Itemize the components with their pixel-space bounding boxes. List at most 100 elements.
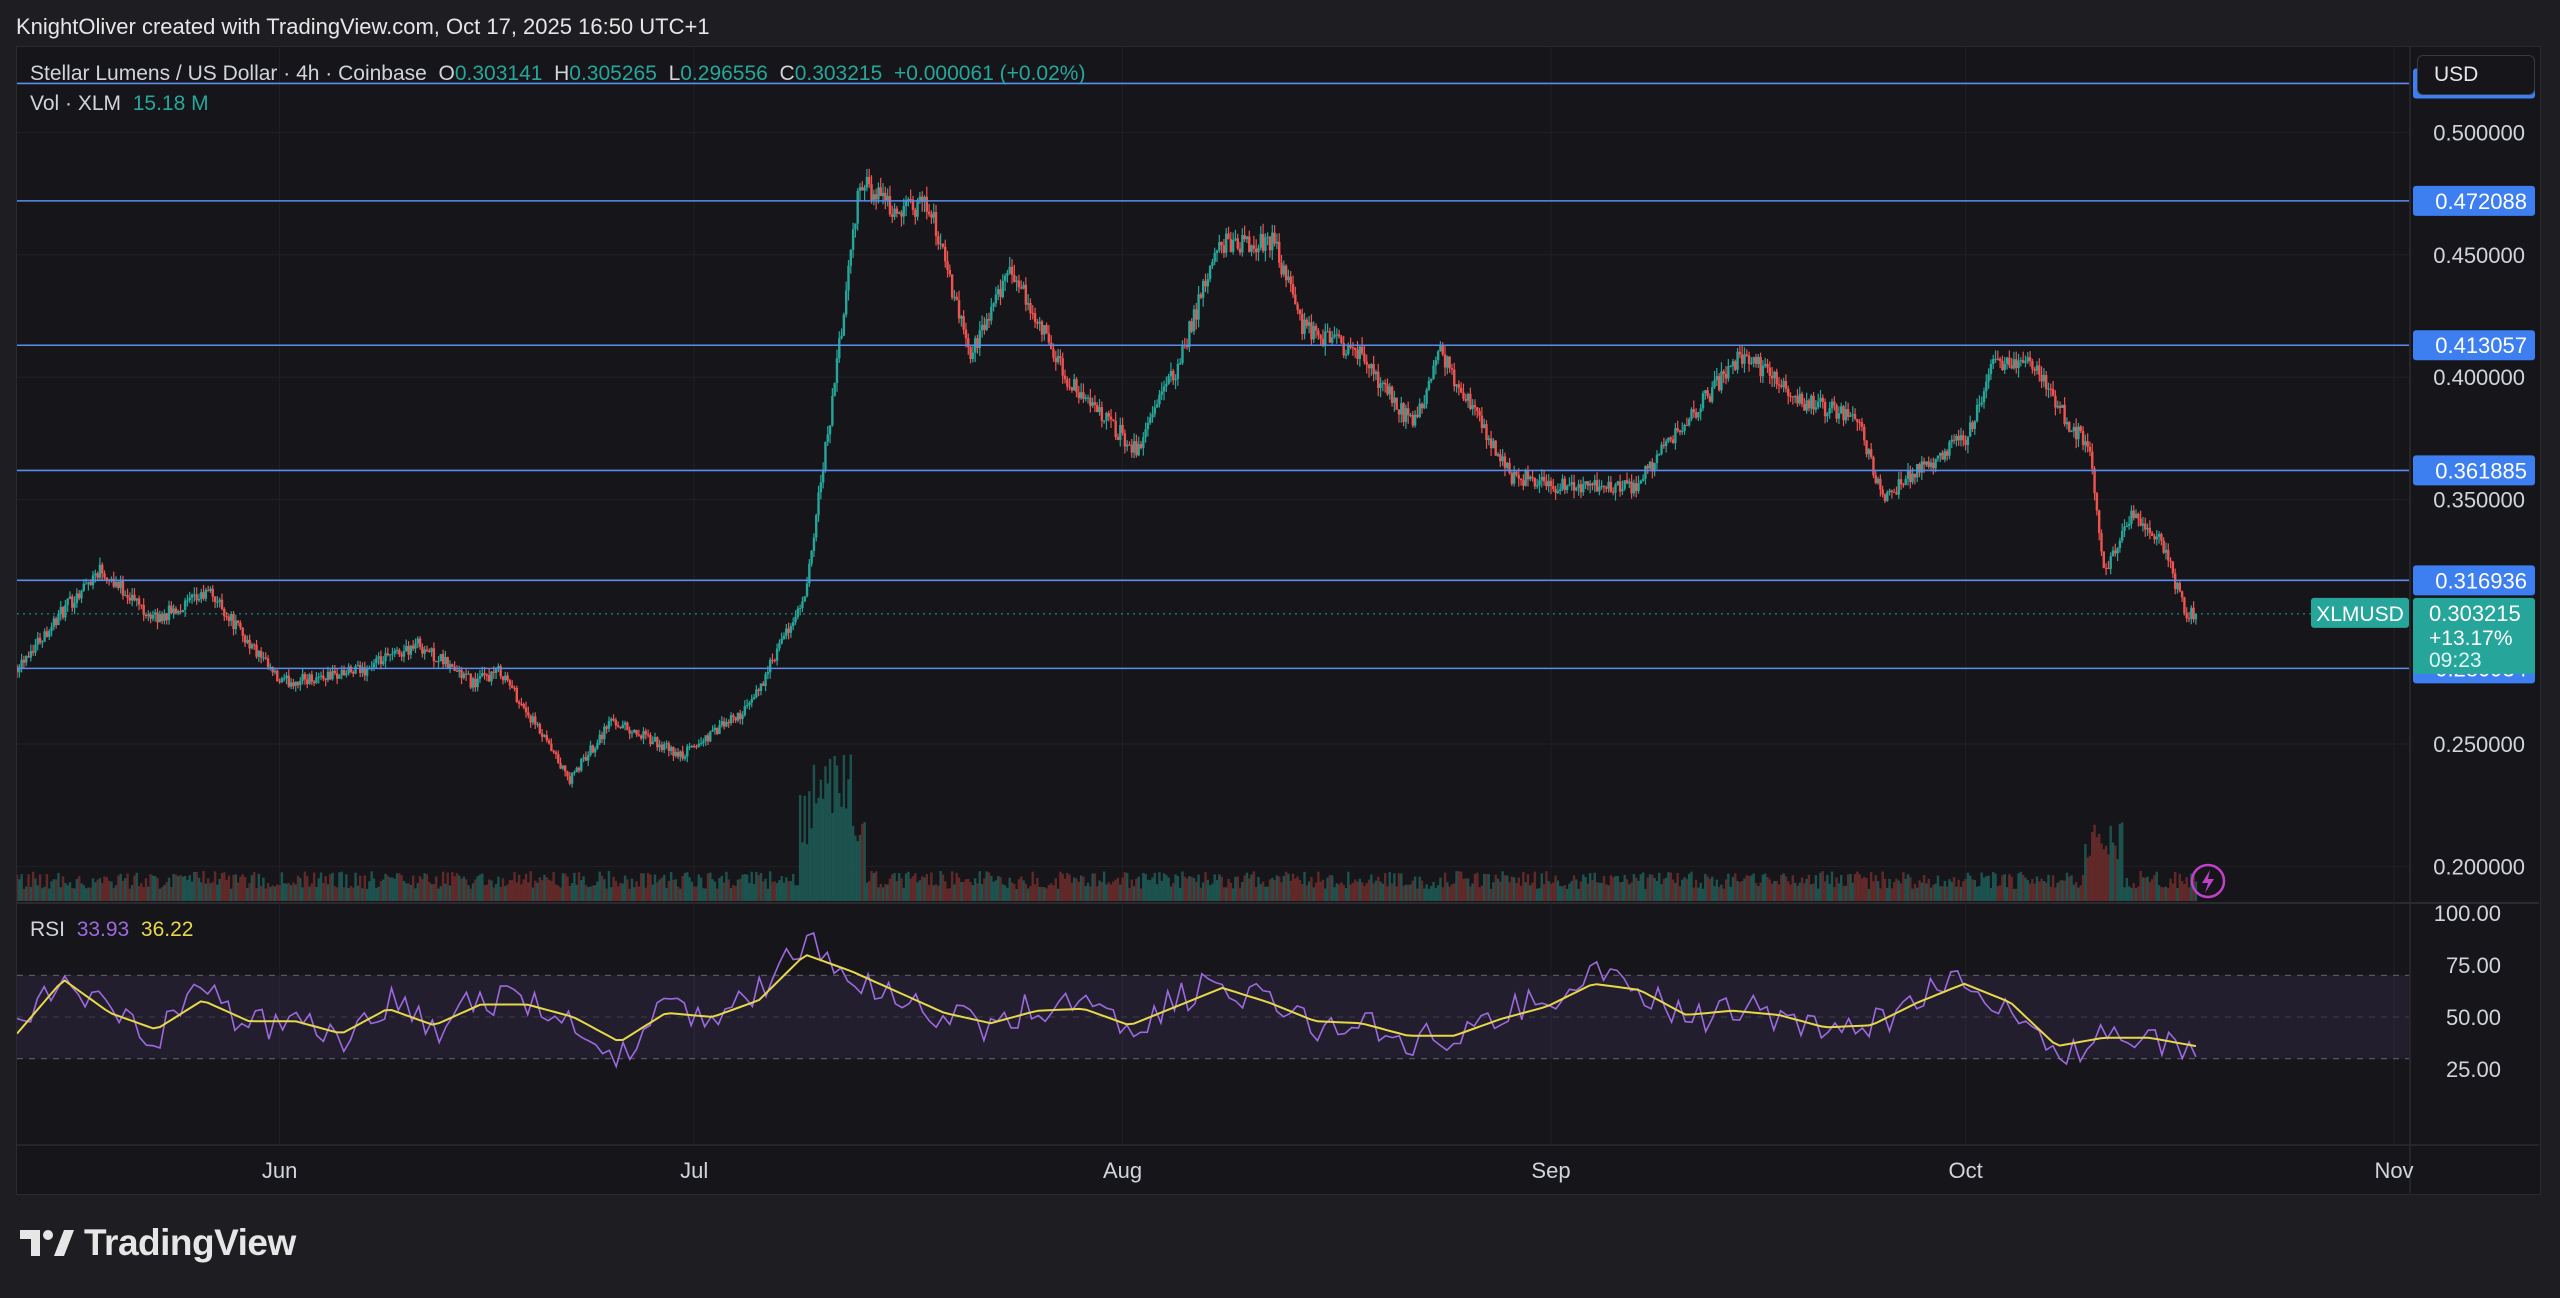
volume-bar: [1598, 882, 1601, 901]
candle-body: [319, 675, 323, 677]
candle-body: [1360, 346, 1364, 354]
volume-bar: [759, 872, 763, 901]
currency-button[interactable]: USD: [2417, 55, 2535, 95]
candle-body: [1860, 422, 1864, 427]
volume-bar: [329, 874, 332, 901]
volume-bar: [1724, 879, 1728, 901]
volume-bar: [1436, 885, 1440, 901]
candle-body: [1105, 412, 1108, 421]
candle-body: [1425, 389, 1428, 404]
candle-body: [1745, 354, 1748, 356]
volume-bar: [232, 874, 235, 901]
volume-bar: [1717, 886, 1721, 901]
candle-body: [1715, 376, 1719, 381]
candle-body: [603, 726, 606, 740]
volume-bar: [522, 879, 525, 901]
time-axis[interactable]: Jun Jul Aug Sep Oct Nov: [262, 1158, 2414, 1183]
candle-body: [649, 735, 652, 745]
volume-bar: [444, 883, 447, 901]
volume-bar: [1761, 874, 1765, 901]
candle-body: [1056, 356, 1060, 363]
candle-body: [257, 650, 261, 657]
tradingview-logo[interactable]: TradingView: [20, 1222, 296, 1264]
rsi-label[interactable]: RSI: [30, 918, 66, 941]
candle-body: [1261, 234, 1265, 251]
candle-body: [190, 594, 194, 598]
volume-bar: [605, 888, 608, 901]
volume-bar: [439, 886, 443, 901]
volume-bar: [639, 873, 643, 901]
volume-bar: [1132, 886, 1136, 901]
volume-bar: [333, 886, 337, 901]
volume-bar: [140, 883, 143, 901]
price-tick-label: 0.500000: [2433, 121, 2525, 146]
volume-bar: [2153, 875, 2156, 901]
candle-body: [2171, 561, 2175, 574]
candle-body: [2123, 526, 2126, 531]
candle-body: [1575, 487, 1578, 491]
volume-bar: [881, 887, 885, 901]
volume-bar: [2178, 873, 2181, 901]
volume-bar: [1552, 882, 1555, 901]
candle-body: [409, 645, 413, 655]
volume-bar: [1720, 884, 1723, 901]
candle-body: [628, 730, 631, 734]
candle-body: [865, 176, 869, 188]
candle-body: [722, 721, 726, 727]
volume-bar: [312, 872, 316, 901]
candle-body: [1973, 421, 1977, 429]
candle-body: [1397, 409, 1401, 415]
volume-bar: [294, 884, 297, 901]
volume-bar: [960, 882, 963, 901]
candle-body: [736, 712, 740, 721]
price-axis[interactable]: 0.5000000.4500000.4000000.3500000.250000…: [2433, 121, 2525, 880]
candle-body: [1411, 414, 1414, 426]
volume-bar: [1248, 878, 1251, 901]
close-value: 0.303215: [794, 62, 883, 85]
candle-body: [778, 643, 781, 649]
volume-bar: [2074, 882, 2078, 901]
candle-body: [540, 733, 544, 737]
candle-body: [930, 214, 933, 218]
candle-body: [494, 668, 498, 673]
volume-bar: [1501, 871, 1504, 901]
candle-body: [536, 723, 539, 725]
volume-label[interactable]: Vol · XLM: [30, 92, 122, 115]
volume-bar: [2123, 887, 2126, 901]
chart-canvas[interactable]: 0.5000000.4500000.4000000.3500000.250000…: [17, 47, 2540, 1194]
candle-body: [1653, 463, 1656, 472]
candle-body: [1955, 435, 1958, 441]
candle-body: [1648, 461, 1652, 469]
volume-bar: [1876, 881, 1880, 901]
volume-bar: [653, 874, 657, 901]
volume-bar: [220, 873, 224, 901]
alert-lightning-icon[interactable]: [2190, 863, 2226, 899]
candle-body: [1927, 461, 1930, 468]
chart-frame[interactable]: 0.500000 0.450000 0.400000 0.350000 0.250000…: [16, 46, 2541, 1195]
candle-body: [916, 201, 919, 217]
candle-body: [1298, 309, 1302, 315]
volume-bar: [2160, 887, 2163, 901]
volume-bar: [1153, 872, 1157, 901]
volume-bar: [826, 783, 829, 901]
candle-body: [2074, 427, 2078, 440]
candle-body: [787, 628, 790, 633]
volume-bar: [679, 888, 682, 901]
volume-bar: [1386, 886, 1389, 901]
candle-body: [573, 772, 576, 774]
candle-body: [1598, 486, 1601, 492]
volume-bar: [1250, 874, 1253, 901]
symbol-title[interactable]: Stellar Lumens / US Dollar · 4h · Coinba…: [30, 62, 427, 85]
candle-body: [1409, 414, 1412, 416]
volume-bar: [2157, 885, 2161, 901]
candle-body: [464, 673, 468, 675]
candle-body: [250, 644, 254, 649]
level-price-tag: [2413, 565, 2535, 596]
volume-bar: [1874, 875, 1877, 901]
volume-bar: [1833, 887, 1836, 901]
candle-body: [1383, 382, 1387, 385]
volume-bar: [266, 883, 270, 901]
volume-bar: [683, 872, 687, 901]
candle-body: [1888, 490, 1891, 493]
